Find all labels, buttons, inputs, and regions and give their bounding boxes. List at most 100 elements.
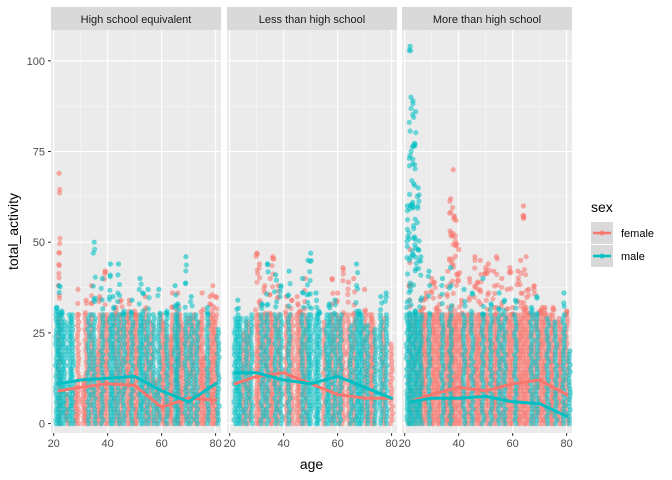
data-point <box>255 326 261 332</box>
data-point <box>183 377 190 383</box>
data-point <box>110 352 117 358</box>
data-point <box>56 170 62 176</box>
y-tick-label: 50 <box>33 237 45 249</box>
data-point <box>452 307 458 313</box>
x-tick-label: 80 <box>209 438 221 450</box>
data-point <box>507 265 513 271</box>
data-point <box>90 283 96 289</box>
data-point <box>282 309 289 315</box>
data-point <box>75 311 81 317</box>
data-point <box>86 366 92 372</box>
data-point <box>107 261 113 267</box>
data-point <box>345 279 351 285</box>
data-point <box>156 286 162 292</box>
data-point <box>91 402 97 408</box>
data-point <box>138 281 144 287</box>
data-point <box>188 294 194 300</box>
data-point <box>353 261 360 267</box>
data-point <box>256 275 263 281</box>
data-point <box>157 315 163 321</box>
data-point <box>175 388 181 394</box>
data-point <box>271 289 278 295</box>
data-point <box>126 301 132 307</box>
data-point <box>107 287 113 293</box>
data-point <box>136 301 142 307</box>
data-point <box>155 406 161 412</box>
data-point <box>99 297 105 303</box>
data-point <box>62 319 68 325</box>
data-point <box>490 296 496 302</box>
data-point <box>155 292 161 299</box>
data-point <box>277 294 283 300</box>
data-point <box>499 284 505 290</box>
data-point <box>300 304 307 310</box>
data-point <box>156 341 162 347</box>
data-point <box>444 293 450 299</box>
x-axis-title: age <box>300 456 324 472</box>
data-point <box>116 312 122 318</box>
data-point <box>332 302 338 308</box>
data-point <box>345 299 351 305</box>
data-point <box>183 254 189 260</box>
data-point <box>187 299 194 305</box>
data-point <box>92 246 98 252</box>
data-point <box>453 217 459 223</box>
x-tick-label: 60 <box>332 438 344 450</box>
data-point <box>273 304 279 310</box>
x-tick-label: 60 <box>156 438 168 450</box>
data-point <box>146 312 152 318</box>
data-point <box>157 310 163 316</box>
data-point <box>121 308 127 314</box>
data-point <box>249 312 255 318</box>
data-point <box>215 326 221 332</box>
data-point <box>264 261 271 267</box>
data-point <box>189 303 195 309</box>
data-point <box>308 312 314 318</box>
data-point <box>98 285 104 291</box>
data-point <box>508 270 514 276</box>
data-point <box>164 355 170 361</box>
data-point <box>115 272 121 278</box>
data-point <box>57 235 63 241</box>
data-point <box>523 272 529 278</box>
data-point <box>254 279 260 285</box>
data-point <box>450 167 456 173</box>
data-point <box>340 271 346 277</box>
data-point <box>140 290 146 296</box>
data-point <box>256 261 262 267</box>
data-point <box>193 312 199 318</box>
data-point <box>119 304 125 310</box>
data-point <box>115 395 121 401</box>
data-point <box>520 203 527 209</box>
data-point <box>307 291 313 297</box>
data-point <box>160 323 166 329</box>
data-point <box>104 312 110 318</box>
data-point <box>264 291 270 297</box>
data-point <box>125 355 131 361</box>
facet-strip-label: High school equivalent <box>81 14 192 26</box>
data-point <box>145 286 151 292</box>
data-point <box>107 272 113 278</box>
data-point <box>345 291 351 297</box>
data-point <box>110 312 116 318</box>
data-point <box>115 261 122 267</box>
facet-strip <box>402 7 572 30</box>
y-tick-label: 25 <box>33 328 45 340</box>
data-point <box>116 421 122 427</box>
data-point <box>308 258 314 264</box>
data-point <box>176 307 182 313</box>
data-point <box>515 275 522 281</box>
facet-strip-label: More than high school <box>433 14 541 26</box>
data-point <box>136 286 142 293</box>
data-point <box>82 310 88 316</box>
data-point <box>146 366 152 372</box>
data-point <box>259 301 265 307</box>
data-point <box>145 421 151 427</box>
data-point <box>75 286 81 292</box>
data-point <box>382 298 388 304</box>
data-point <box>188 315 194 321</box>
data-point <box>523 254 529 260</box>
data-point <box>355 270 361 276</box>
data-point <box>265 269 271 275</box>
x-tick-label: 80 <box>560 438 572 450</box>
